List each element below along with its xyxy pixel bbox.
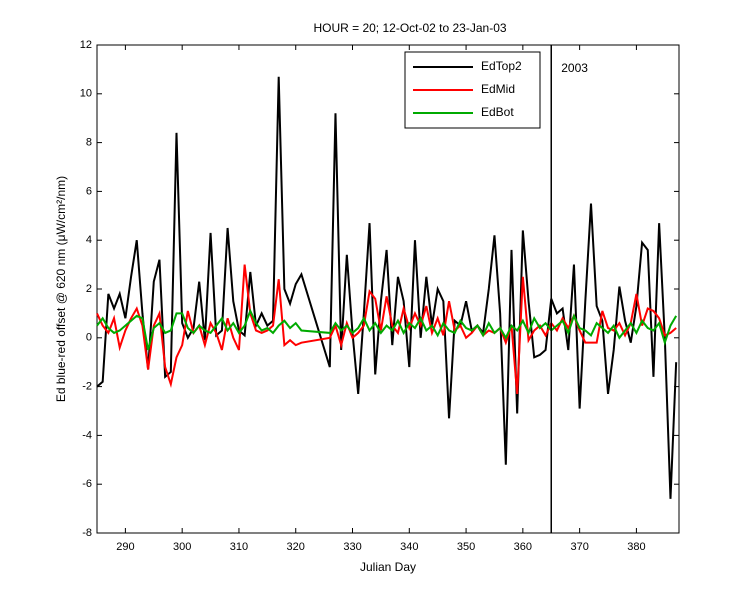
legend-label: EdTop2	[481, 59, 522, 73]
x-axis-label: Julian Day	[360, 560, 416, 574]
y-tick-label: 2	[86, 283, 92, 295]
x-tick-label: 370	[570, 541, 588, 553]
x-tick-label: 330	[343, 541, 361, 553]
y-tick-label: 4	[86, 234, 92, 246]
legend-label: EdBot	[481, 105, 514, 119]
y-tick-label: 6	[86, 185, 92, 197]
x-tick-label: 300	[173, 541, 191, 553]
y-tick-label: 12	[80, 39, 92, 51]
annotation: 2003	[561, 61, 588, 75]
line-series	[96, 264, 677, 395]
x-tick-label: 320	[287, 541, 305, 553]
line-series	[96, 308, 678, 351]
y-axis-label: Ed blue-red offset @ 620 nm (μW/cm²/nm)	[54, 176, 68, 402]
y-tick-label: -2	[82, 381, 92, 393]
x-tick-label: 350	[457, 541, 475, 553]
x-tick-label: 380	[627, 541, 645, 553]
x-tick-label: 340	[400, 541, 418, 553]
y-tick-label: 10	[80, 88, 92, 100]
y-tick-label: -6	[82, 478, 92, 490]
x-tick-label: 360	[514, 541, 532, 553]
x-tick-label: 310	[230, 541, 248, 553]
y-tick-label: 0	[86, 332, 92, 344]
legend-label: EdMid	[481, 82, 515, 96]
x-tick-label: 290	[116, 541, 134, 553]
y-tick-label: -8	[82, 527, 92, 539]
chart-title: HOUR = 20; 12-Oct-02 to 23-Jan-03	[313, 21, 506, 35]
y-tick-label: 8	[86, 137, 92, 149]
y-tick-label: -4	[82, 429, 92, 441]
